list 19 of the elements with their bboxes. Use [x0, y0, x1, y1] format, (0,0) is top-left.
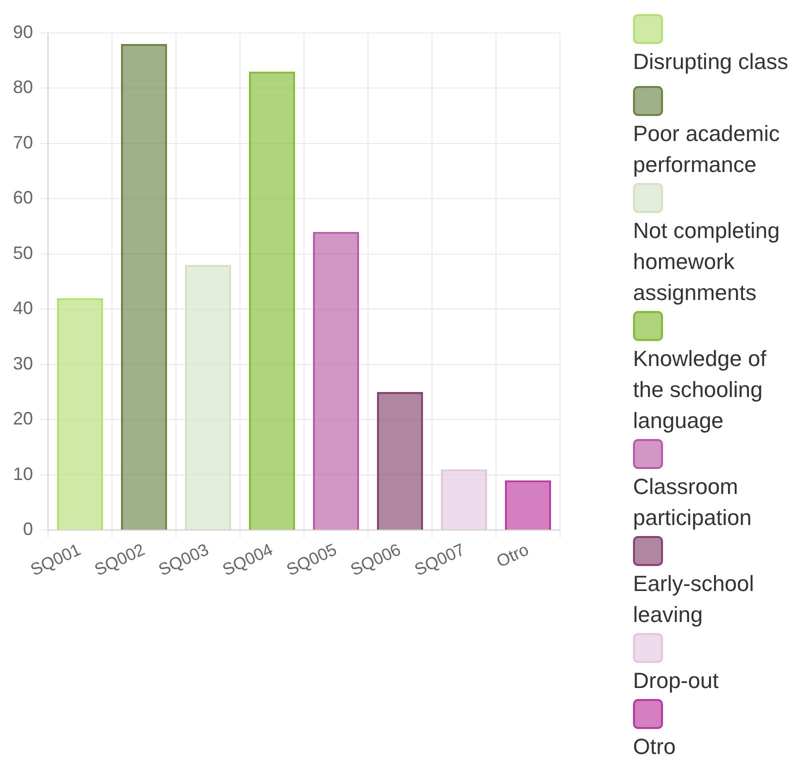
legend-label: Disrupting class	[633, 48, 790, 76]
y-tick-label: 30	[12, 353, 34, 374]
y-tick-label: 90	[12, 22, 34, 42]
y-tick-label: 60	[12, 188, 34, 208]
legend-label: Otro	[633, 733, 677, 761]
legend-label: Classroom participation	[633, 473, 753, 532]
legend-label: Early-school leaving	[633, 570, 756, 629]
y-tick-label: 70	[12, 132, 34, 152]
y-tick-label: 10	[12, 464, 34, 484]
legend-label: Not completing homework assignments	[633, 217, 781, 307]
legend-label: Knowledge of the schooling language	[633, 345, 768, 435]
legend-label: Poor academic performance	[633, 120, 781, 179]
y-tick-label: 80	[12, 77, 34, 98]
y-tick-label: 40	[12, 298, 34, 318]
y-tick-label: 20	[12, 408, 34, 429]
legend-label: Drop-out	[633, 667, 720, 695]
y-tick-label: 0	[23, 519, 34, 540]
x-tick-label: Otro	[494, 540, 532, 572]
y-tick-label: 50	[12, 242, 34, 263]
